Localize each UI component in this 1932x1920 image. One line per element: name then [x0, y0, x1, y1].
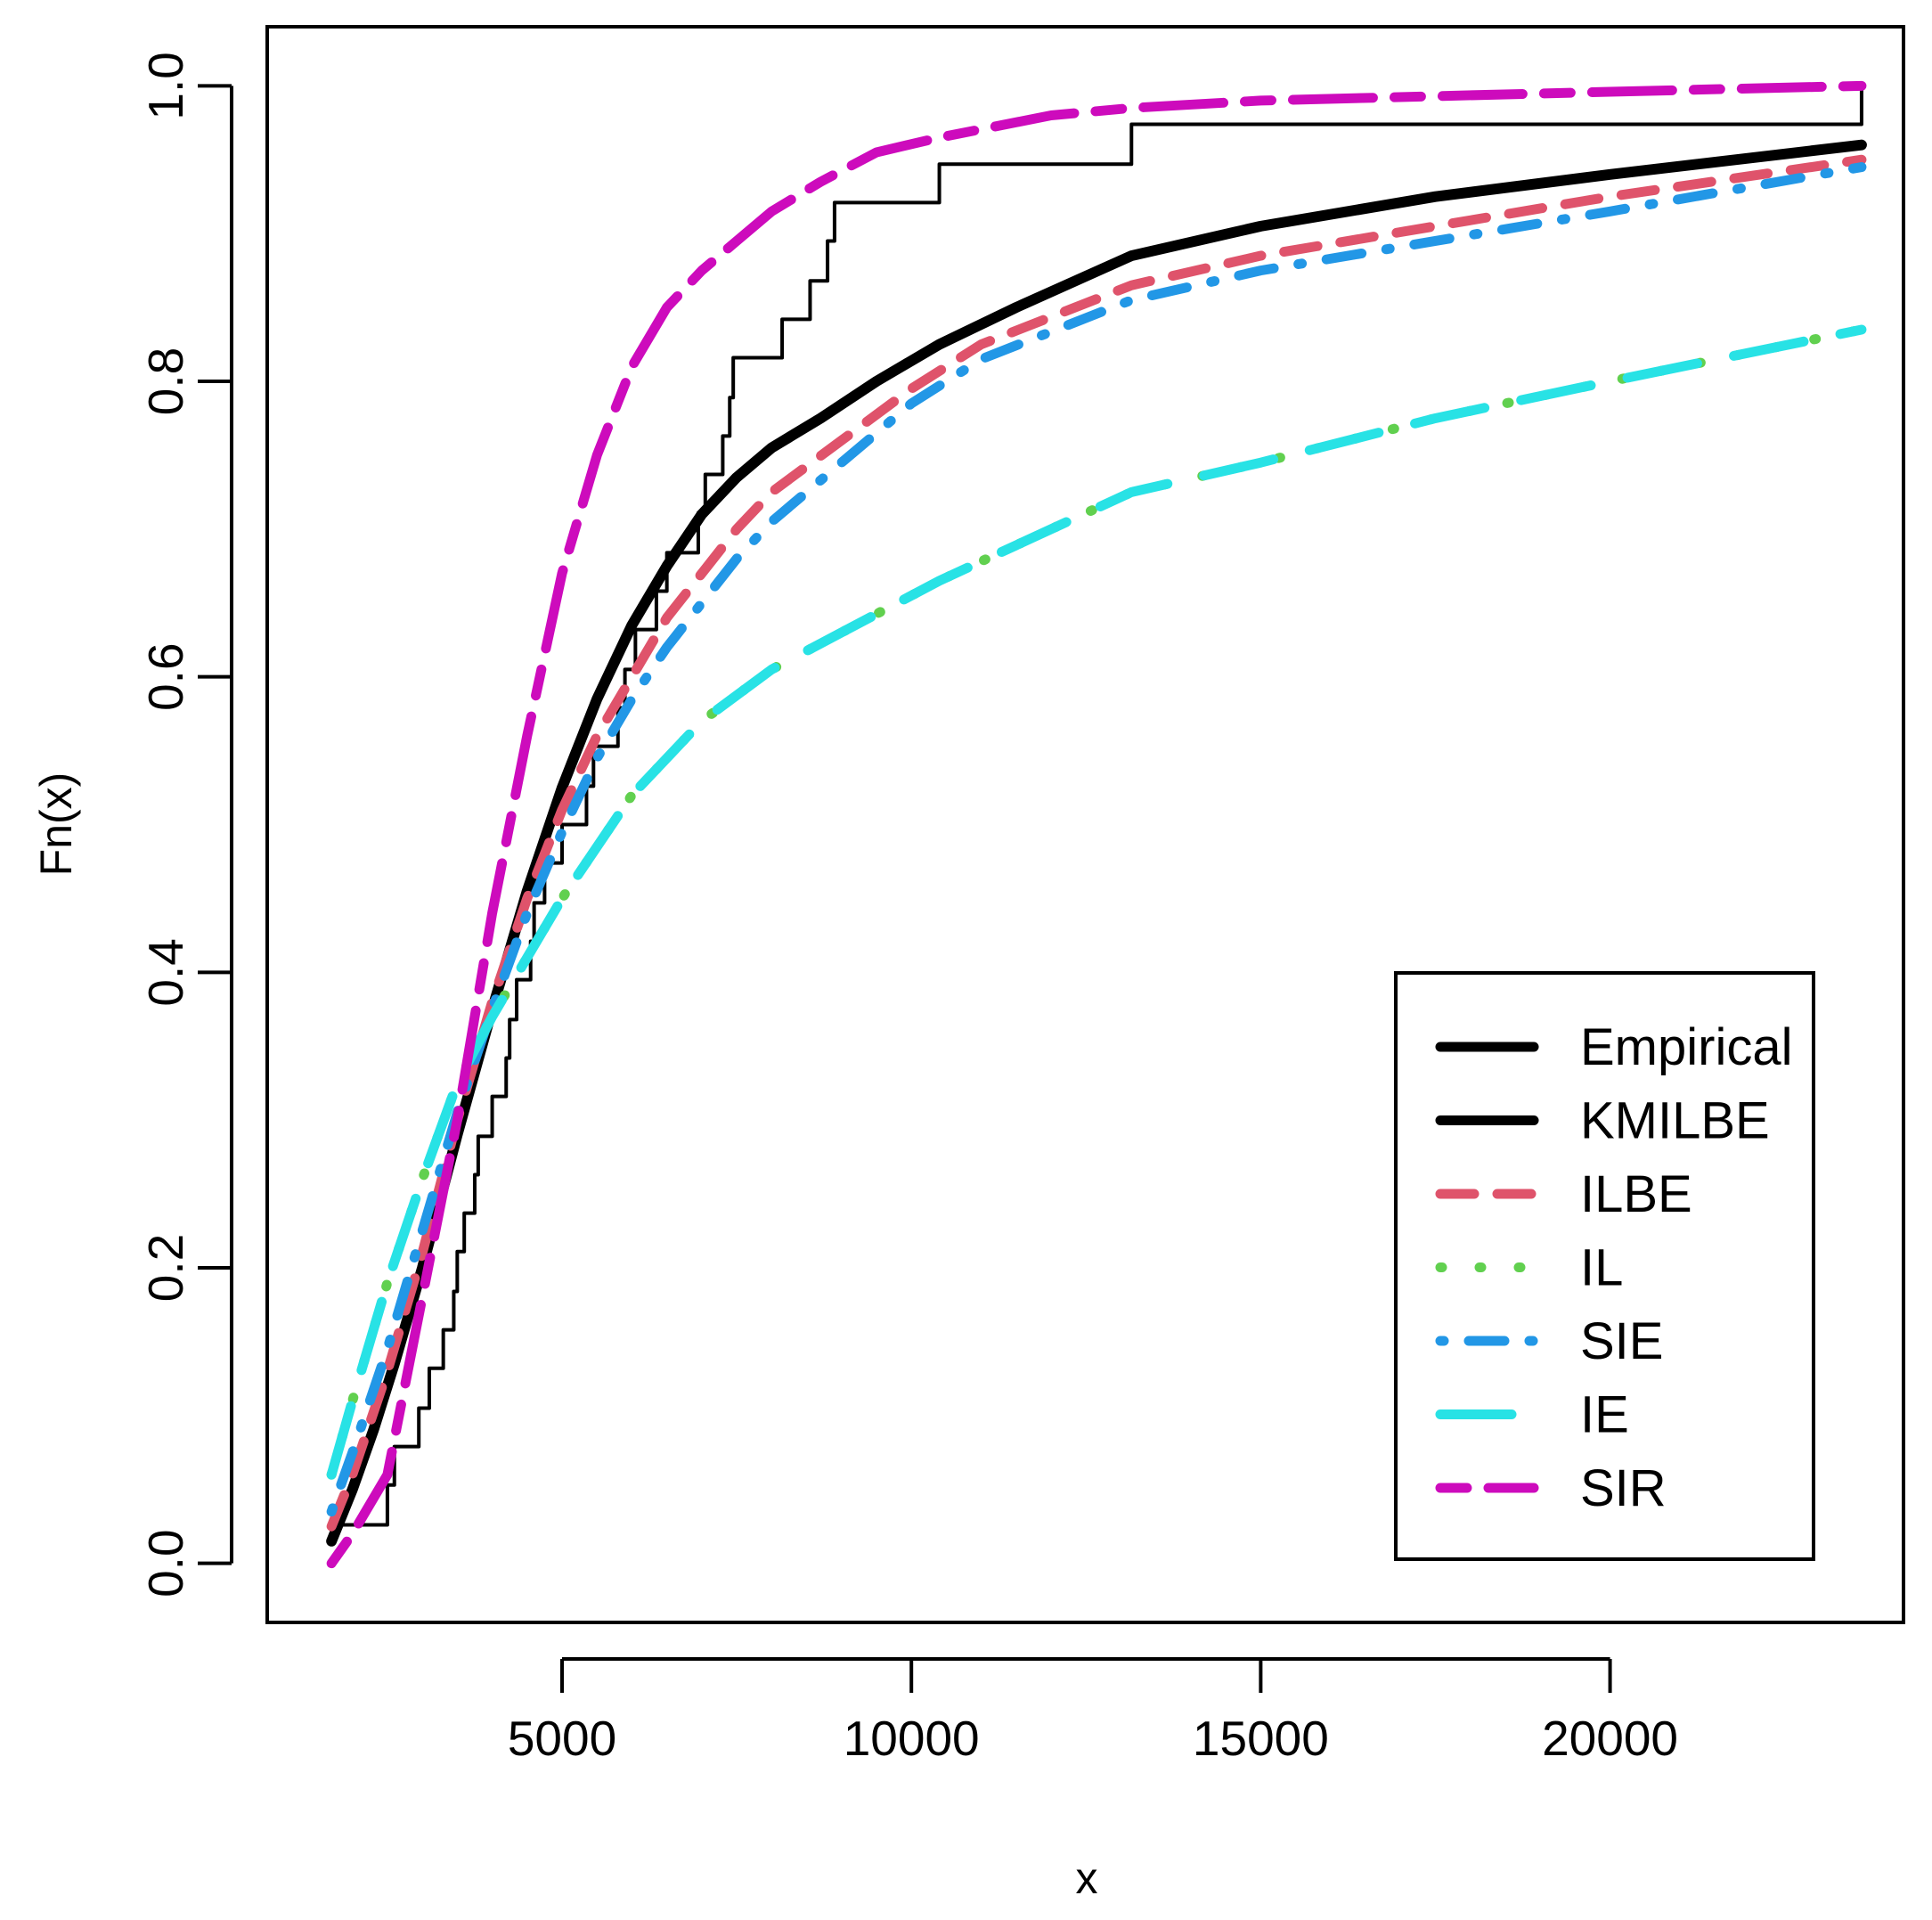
series-line-6 [326, 80, 1867, 1569]
y-axis-label: Fn(x) [31, 772, 81, 877]
legend-label: SIR [1580, 1459, 1667, 1517]
legend-label: KMILBE [1580, 1092, 1770, 1150]
y-tick-label: 0.0 [138, 1529, 193, 1597]
legend-label: IL [1580, 1239, 1623, 1297]
x-tick-label: 5000 [508, 1711, 616, 1766]
x-tick-label: 10000 [844, 1711, 980, 1766]
legend-label: Empirical [1580, 1018, 1793, 1076]
series-line-5 [326, 324, 1867, 1480]
legend-label: IE [1580, 1386, 1629, 1444]
legend-box [1394, 971, 1815, 1561]
y-tick-label: 0.4 [138, 938, 193, 1006]
y-tick-label: 0.6 [138, 642, 193, 710]
x-tick-label: 15000 [1193, 1711, 1329, 1766]
y-tick-label: 0.2 [138, 1234, 193, 1302]
y-tick-label: 0.8 [138, 347, 193, 415]
y-tick-label: 1.0 [138, 52, 193, 119]
legend: Empirical KMILBE ILBE IL SIE IE SIR [1394, 971, 1815, 1561]
series-layer [326, 80, 1867, 1569]
series-line-3 [326, 324, 1867, 1480]
legend-label: SIE [1580, 1312, 1664, 1370]
plot-frame [265, 25, 1905, 1624]
series-line-4 [326, 162, 1867, 1517]
legend-label: ILBE [1580, 1165, 1692, 1223]
x-tick-label: 20000 [1542, 1711, 1678, 1766]
axes-layer: 5000 10000 15000 20000 0.0 0.2 0.4 0.6 0.8 1.0 [138, 25, 1905, 1766]
x-axis-label: x [1076, 1853, 1098, 1903]
